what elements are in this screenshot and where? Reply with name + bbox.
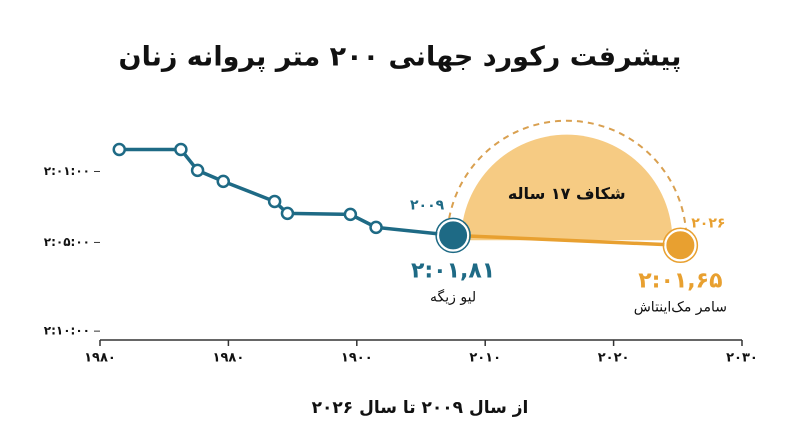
- gap-fill: [461, 134, 673, 241]
- series-line: [453, 233, 681, 248]
- annotation-year: ۲۰۰۹: [410, 197, 445, 213]
- data-point: [369, 220, 383, 235]
- data-point: [664, 229, 697, 262]
- annotation-time: ۲:۰۱,۸۱: [411, 258, 495, 283]
- x-tick-label: ۲۰۳۰: [726, 351, 758, 366]
- x-tick-label: ۲۰۲۰: [598, 351, 630, 366]
- data-point: [437, 219, 470, 252]
- chart-title: پیشرفت رکورد جهانی ۲۰۰ متر پروانه زنان: [119, 42, 682, 73]
- data-point: [280, 206, 295, 221]
- data-point: [216, 174, 231, 189]
- data-point: [343, 207, 358, 222]
- data-point-ring: [662, 227, 699, 264]
- annotation-name: لیو زیگه: [430, 288, 476, 305]
- data-point: [174, 142, 188, 157]
- x-tick-label: ۱۹۸۰: [213, 351, 245, 366]
- data-point-ring: [435, 217, 471, 254]
- x-tick-label: ۲۰۱۰: [469, 351, 501, 366]
- annotation-time: ۲:۰۱,۶۵: [638, 268, 722, 293]
- annotation-year: ۲۰۲۶: [691, 215, 725, 231]
- gap-label: شکاف ۱۷ ساله: [508, 184, 626, 203]
- x-tick-label: ۱۹۸۰: [84, 351, 116, 366]
- data-point: [190, 163, 205, 178]
- annotation-name: سامر مک‌اینتاش: [634, 299, 727, 315]
- y-tick-label: ۲:۰۱:۰۰: [44, 164, 90, 178]
- x-tick-label: ۱۹۰۰: [341, 351, 373, 366]
- y-tick-label: ۲:۰۵:۰۰: [44, 235, 90, 249]
- y-tick-label: ۲:۱۰:۰۰: [44, 324, 90, 338]
- gap-outline: [446, 119, 688, 241]
- data-point: [267, 194, 282, 209]
- data-point: [112, 142, 127, 157]
- subtitle: از سال ۲۰۰۹ تا سال ۲۰۲۶: [312, 398, 529, 418]
